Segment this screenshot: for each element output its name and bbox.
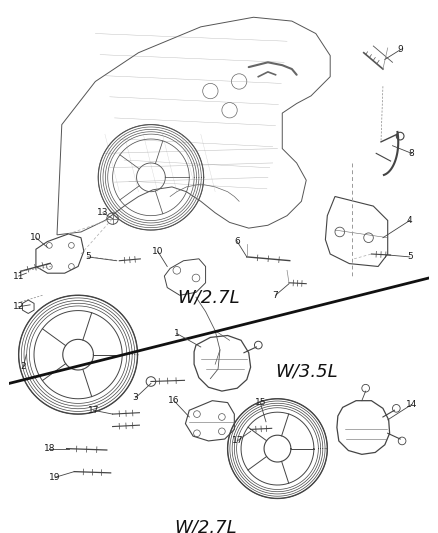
Text: 15: 15: [254, 398, 266, 407]
Text: 13: 13: [97, 208, 109, 217]
Text: 8: 8: [409, 149, 414, 158]
Text: 5: 5: [407, 253, 413, 261]
Text: 6: 6: [234, 237, 240, 246]
Text: 12: 12: [13, 302, 25, 311]
Text: 9: 9: [397, 45, 403, 54]
Text: 5: 5: [85, 253, 91, 261]
Text: W/2.7L: W/2.7L: [174, 518, 237, 533]
Text: 10: 10: [30, 233, 42, 242]
Text: 4: 4: [407, 216, 413, 225]
Text: 14: 14: [406, 400, 417, 409]
Text: 3: 3: [133, 393, 138, 402]
Text: 7: 7: [273, 290, 279, 300]
Text: W/3.5L: W/3.5L: [275, 363, 338, 381]
Text: 19: 19: [49, 473, 61, 482]
Text: 11: 11: [13, 272, 25, 280]
Text: 18: 18: [44, 444, 55, 453]
Text: 2: 2: [21, 362, 26, 370]
Text: 17: 17: [88, 406, 99, 415]
Text: 10: 10: [152, 247, 163, 256]
Text: W/2.7L: W/2.7L: [177, 288, 240, 306]
Text: 1: 1: [174, 329, 180, 338]
Text: 17: 17: [231, 437, 243, 446]
Text: 16: 16: [168, 396, 180, 405]
